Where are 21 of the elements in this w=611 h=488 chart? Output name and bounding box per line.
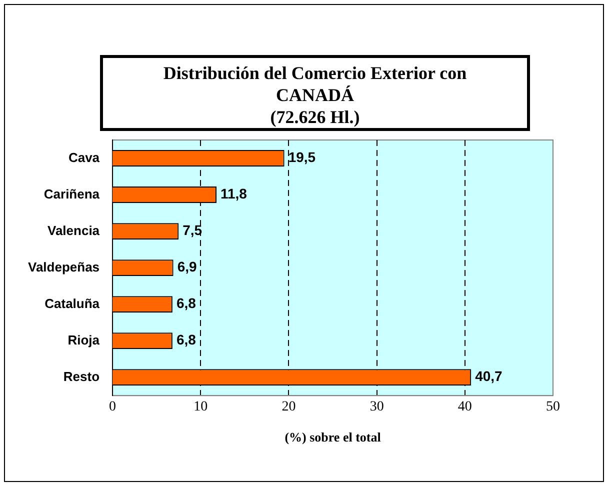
x-tick-label: 20 xyxy=(282,400,296,415)
data-label: 11,8 xyxy=(220,186,248,202)
x-tick-label: 30 xyxy=(370,400,384,415)
data-label: 19,5 xyxy=(288,149,316,166)
x-tick-label: 10 xyxy=(194,400,208,415)
x-tick-label: 0 xyxy=(109,400,116,415)
y-tick-label: Cariñena xyxy=(44,186,100,202)
data-label: 6,8 xyxy=(176,295,196,312)
x-tick-label: 40 xyxy=(458,400,472,415)
y-tick-label: Rioja xyxy=(68,332,100,348)
data-label: 40,7 xyxy=(475,368,503,384)
x-tick-label: 50 xyxy=(546,400,560,415)
chart-title: Distribución del Comercio Exterior con CANADÁ (72.626 Hl.) xyxy=(100,55,530,131)
y-tick-label: Cataluña xyxy=(44,296,100,311)
y-tick-label: Valencia xyxy=(47,222,100,238)
y-tick-label: Resto xyxy=(63,368,100,384)
data-label: 6,8 xyxy=(176,332,196,348)
y-tick-label: Valdepeñas xyxy=(28,259,100,274)
x-axis-title: (%) sobre el total xyxy=(284,430,382,445)
data-label: 6,9 xyxy=(177,258,197,275)
y-tick-label: Cava xyxy=(68,150,100,165)
